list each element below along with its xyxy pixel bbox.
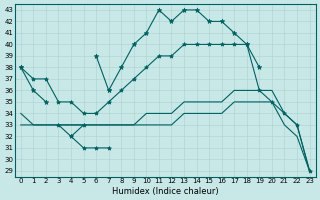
X-axis label: Humidex (Indice chaleur): Humidex (Indice chaleur) (112, 187, 219, 196)
